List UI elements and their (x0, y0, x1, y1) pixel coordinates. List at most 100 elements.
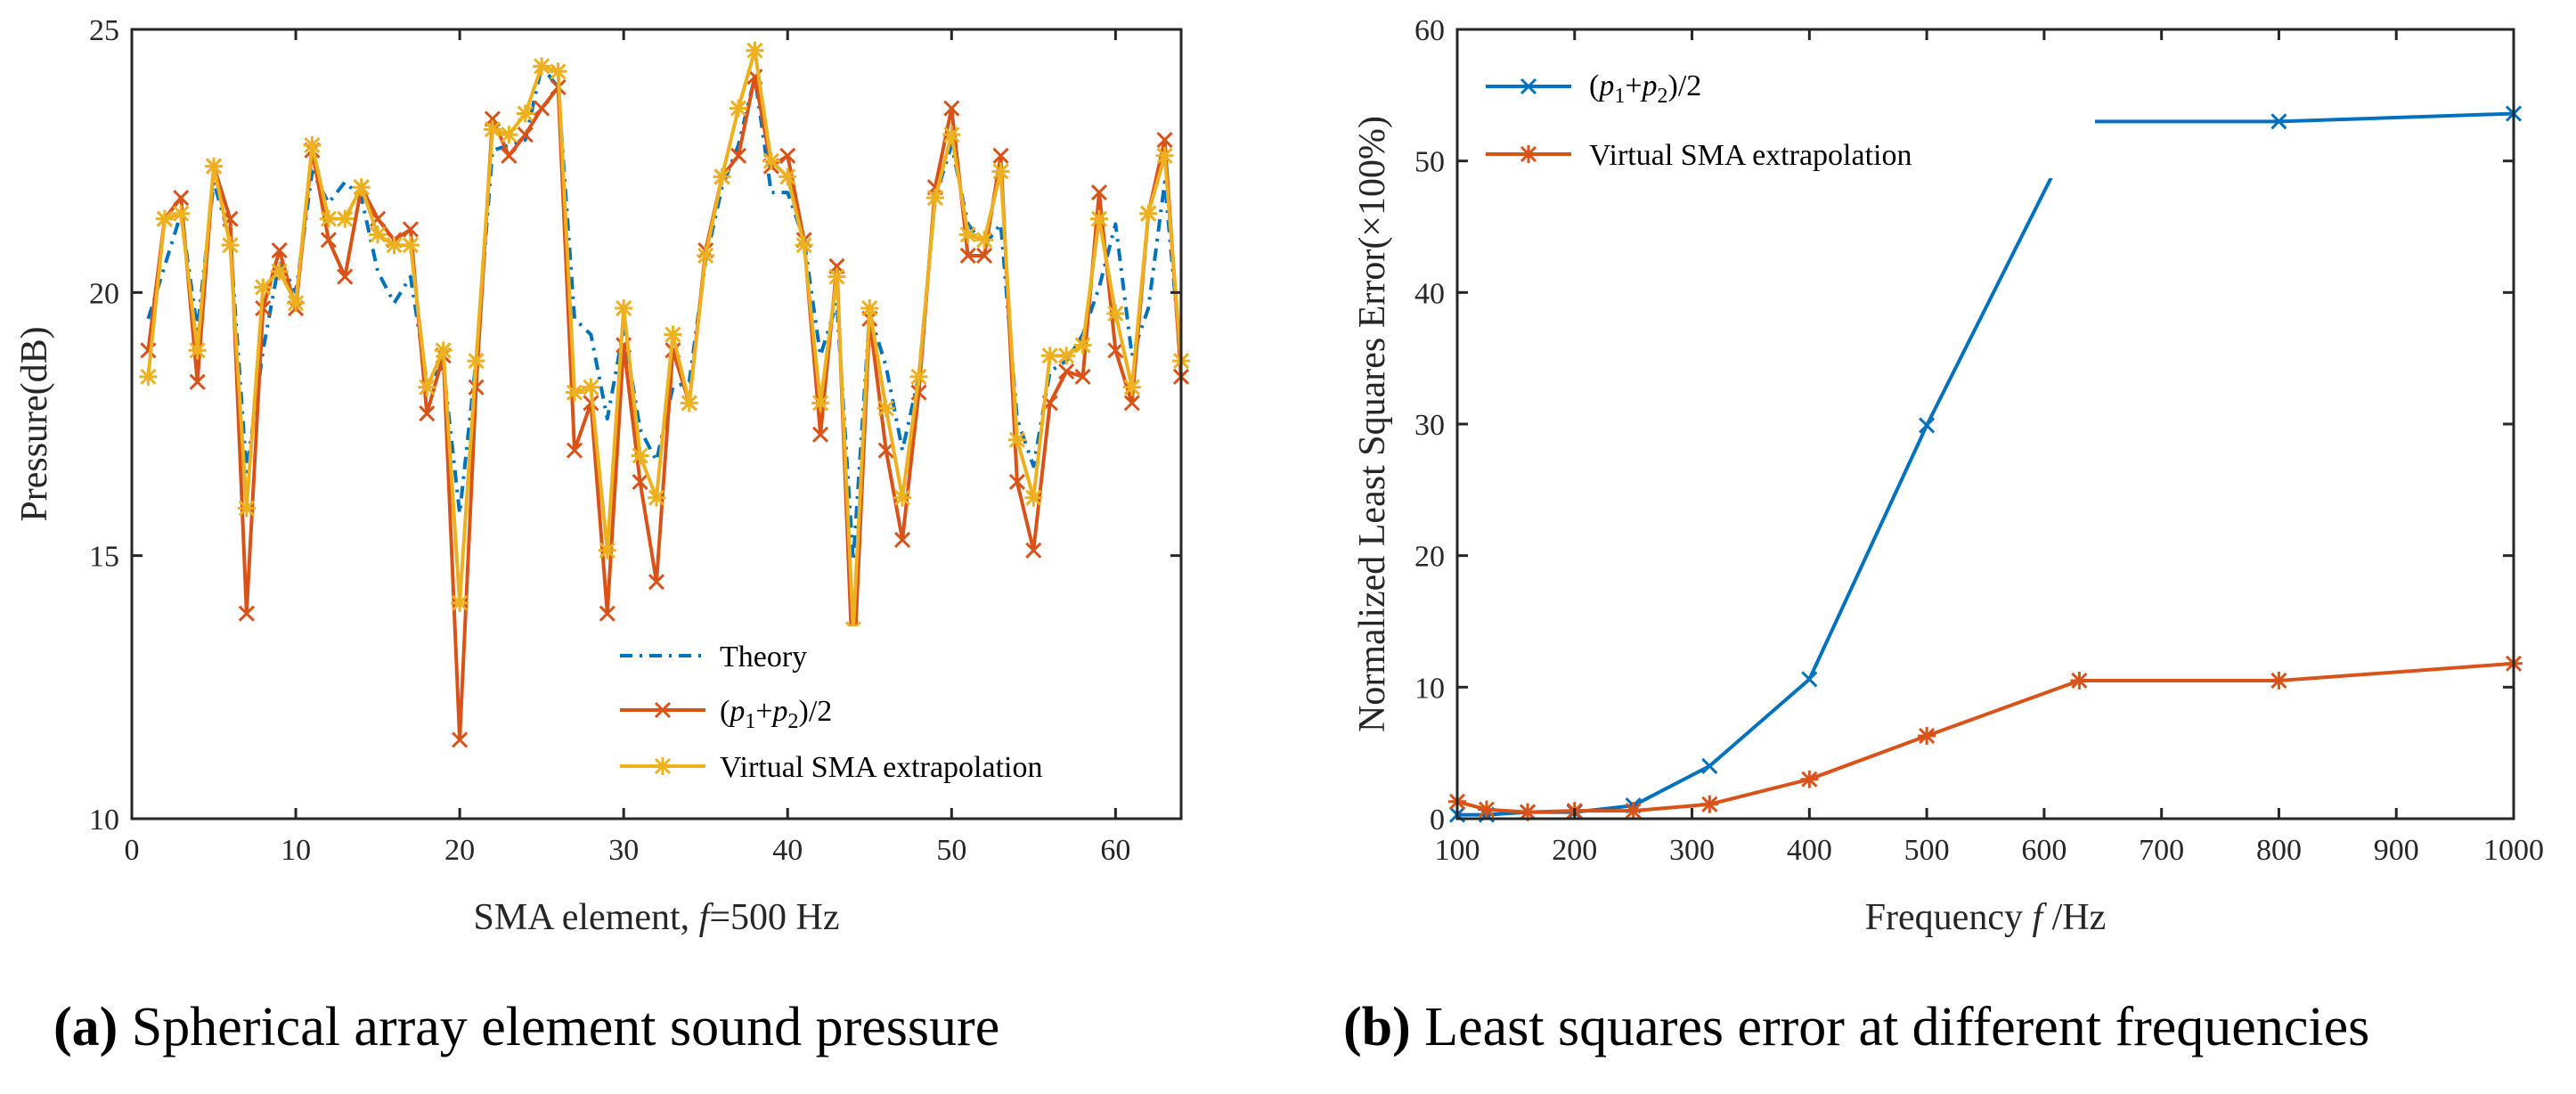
chart-a-xtick-label: 40 (772, 834, 803, 867)
chart-b-xtick-label: 700 (2139, 834, 2184, 867)
chart-b-ytick-label: 0 (1430, 804, 1445, 837)
legend-a-x-glyph (654, 701, 672, 719)
chart-a-series-2-point (909, 367, 928, 386)
chart-a-ytick-label: 25 (89, 14, 119, 47)
chart-a-series-2-point (1007, 430, 1026, 449)
chart-a-series-2-point (303, 135, 322, 154)
chart-a-series-2-point (516, 104, 534, 123)
chart-b-xtick-label: 600 (2021, 834, 2067, 867)
chart-a-series-2-point (500, 126, 518, 144)
chart-a-series-1-point (1090, 184, 1108, 201)
chart-a-series-2-point (942, 126, 961, 144)
chart-a-series-1-point (992, 147, 1009, 164)
chart-a-series-1-point (402, 221, 419, 238)
chart-a-series-2-point (615, 299, 633, 318)
chart-a-series-1-point (648, 574, 665, 591)
chart-b-series-1-point (1800, 770, 1819, 788)
chart-a-series-2-point (598, 541, 616, 559)
chart-a-series-1-point (1074, 368, 1091, 385)
chart-a-series-2-point (237, 499, 256, 518)
chart-a-series-1-point (632, 473, 648, 491)
chart-a-series-1-point (271, 242, 288, 259)
chart-a-series-1-point (452, 731, 469, 748)
chart-a-series-2-line (146, 48, 1183, 632)
chart-a-series-2-point (270, 262, 289, 281)
chart-a-series-2-point (779, 167, 797, 186)
chart-b-xtick-label: 100 (1435, 834, 1480, 867)
chart-b-error: 100 200 300 400 500 600 700 800 900 1000 0 10 20 30 40… (1352, 14, 2544, 938)
chart-a-series-2-point (876, 399, 895, 418)
chart-b-ytick-label: 60 (1414, 14, 1445, 47)
legend-b-virtual-label: Virtual SMA extrapolation (1589, 139, 1912, 172)
chart-a-series-2-point (549, 62, 567, 81)
chart-a-series-1-point (812, 426, 829, 443)
chart-a-series-2-point (680, 394, 698, 412)
chart-a-series-1-point (910, 384, 927, 401)
chart-b-xtick-label: 900 (2374, 834, 2419, 867)
chart-b-series-0-point (1701, 757, 1718, 774)
chart-a-series-2-point (893, 488, 912, 507)
chart-a-series-2-point (860, 299, 879, 318)
chart-a-series-2-point (336, 209, 355, 228)
chart-b-ytick-label: 10 (1414, 672, 1445, 705)
chart-a-series-1-point (779, 147, 796, 164)
chart-a-series-2-point (664, 325, 682, 344)
chart-b-series-0-point (2270, 113, 2287, 130)
chart-a-series-2 (139, 41, 1190, 639)
caption-b-text: Least squares error at different frequen… (1410, 997, 2370, 1057)
chart-a-xtick-label: 20 (444, 834, 475, 867)
chart-b-series-1-point (2070, 671, 2089, 690)
chart-a-series-2-point (1040, 347, 1059, 365)
chart-a-series-2-point (319, 209, 338, 228)
legend-b-average-marker (1520, 78, 1537, 95)
chart-a-series-1-point (959, 247, 976, 265)
chart-b-series-1-point (1700, 795, 1719, 813)
chart-a-series-2-point (254, 278, 273, 297)
chart-a-series-2-point (746, 41, 764, 60)
chart-b-xtick-label: 300 (1669, 834, 1715, 867)
chart-b-series-1-point (2270, 671, 2288, 690)
chart-a-series-2-point (1024, 488, 1043, 507)
chart-a-series-2-point (565, 383, 583, 402)
chart-a-ytick-label: 10 (89, 804, 119, 837)
chart-a-series-2-point (925, 189, 944, 208)
chart-a-series-1-point (468, 379, 485, 396)
chart-a-y-axis-label: Pressure(dB) (14, 326, 55, 521)
chart-a-xtick-label: 10 (281, 834, 311, 867)
chart-a-series-1-point (894, 531, 911, 549)
chart-a-series-2-point (172, 204, 191, 223)
chart-a-series-2-point (1089, 209, 1108, 228)
chart-a-series-2-point (418, 378, 436, 396)
caption-a: (a) Spherical array element sound pressu… (53, 996, 999, 1059)
legend-a-virtual-marker (654, 757, 672, 775)
chart-a-series-2-point (762, 151, 780, 170)
chart-a-axes-box (130, 28, 1183, 820)
caption-a-text: Spherical array element sound pressure (118, 997, 1000, 1057)
chart-a-series-1-point (238, 605, 255, 622)
chart-a-series-2-point (352, 178, 371, 197)
chart-a-series-1-point (320, 232, 337, 249)
chart-a-xtick-label: 30 (608, 834, 639, 867)
chart-a-series-2-point (730, 99, 748, 118)
chart-a-series-1-point (943, 100, 960, 117)
chart-a-ytick-label: 20 (89, 277, 119, 310)
chart-a-series-1-point (189, 373, 206, 390)
chart-a-series-2-point (401, 236, 420, 255)
chart-a-series-1-point (173, 189, 190, 207)
chart-a-series-1-point (877, 442, 894, 459)
chart-a-series-2-point (582, 378, 600, 396)
chart-a-series-1-point (1123, 395, 1140, 412)
chart-a-series-1-point (1107, 342, 1124, 359)
chart-a-series-1-point (534, 100, 550, 117)
chart-a-series-1-point (1025, 542, 1042, 559)
chart-a-xtick-label: 50 (936, 834, 966, 867)
chart-b-series-1-point (1477, 800, 1496, 819)
chart-a-series-2-point (205, 157, 224, 176)
chart-a-series-2-point (975, 231, 994, 249)
chart-b-ytick-label: 50 (1414, 146, 1445, 179)
chart-b-x-axis-label: Frequency f /Hz (1865, 897, 2107, 938)
caption-b-label: (b) (1343, 997, 1411, 1057)
chart-a-xtick-label: 60 (1100, 834, 1130, 867)
legend-b-asterisk-glyph (1520, 145, 1537, 163)
chart-b-series-0-point (1801, 671, 1818, 688)
